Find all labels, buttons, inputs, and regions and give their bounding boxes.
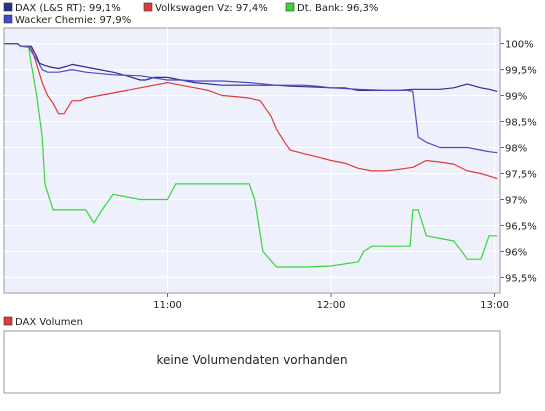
series-lines: [4, 42, 498, 268]
legend-swatch-volkswagen: [143, 2, 153, 12]
y-tick-label: 97%: [505, 195, 527, 206]
legend-swatch-dax: [3, 2, 13, 12]
y-tick-label: 99%: [505, 92, 527, 103]
series-line-volkswagen: [4, 42, 498, 180]
volume-legend-swatch: [3, 316, 13, 326]
y-tick-label: 96%: [505, 247, 527, 258]
y-tick-label: 98,5%: [505, 118, 537, 129]
x-tick-label: 13:00: [480, 300, 509, 311]
legend-swatch-dt-bank: [285, 2, 295, 12]
volume-message: keine Volumendaten vorhanden: [156, 353, 347, 367]
y-tick-label: 100%: [505, 40, 534, 51]
volume-legend-label: DAX Volumen: [15, 317, 83, 328]
grid: [4, 28, 500, 293]
y-tick-label: 97,5%: [505, 169, 537, 180]
y-tick-label: 98%: [505, 144, 527, 155]
volume-panel: [3, 330, 501, 394]
legend-label-dax: DAX (L&S RT): 99,1%: [15, 3, 121, 14]
legend: DAX (L&S RT): 99,1% Volkswagen Vz: 97,4%…: [3, 2, 378, 26]
series-line-dt-bank: [4, 42, 498, 268]
series-line-wacker: [4, 42, 498, 154]
legend-label-wacker: Wacker Chemie: 97,9%: [15, 15, 131, 26]
x-tick-label: 12:00: [317, 300, 346, 311]
legend-label-volkswagen: Volkswagen Vz: 97,4%: [155, 3, 268, 14]
y-tick-label: 96,5%: [505, 221, 537, 232]
y-tick-label: 95,5%: [505, 273, 537, 284]
y-tick-label: 99,5%: [505, 66, 537, 77]
legend-swatch-wacker: [3, 14, 13, 24]
legend-label-dt-bank: Dt. Bank: 96,3%: [297, 3, 378, 14]
x-axis: 11:00 12:00 13:00: [153, 293, 509, 311]
y-axis: 95,5% 96% 96,5% 97% 97,5% 98% 98,5% 99% 99,5% 100…: [500, 40, 537, 284]
x-tick-label: 11:00: [153, 300, 182, 311]
